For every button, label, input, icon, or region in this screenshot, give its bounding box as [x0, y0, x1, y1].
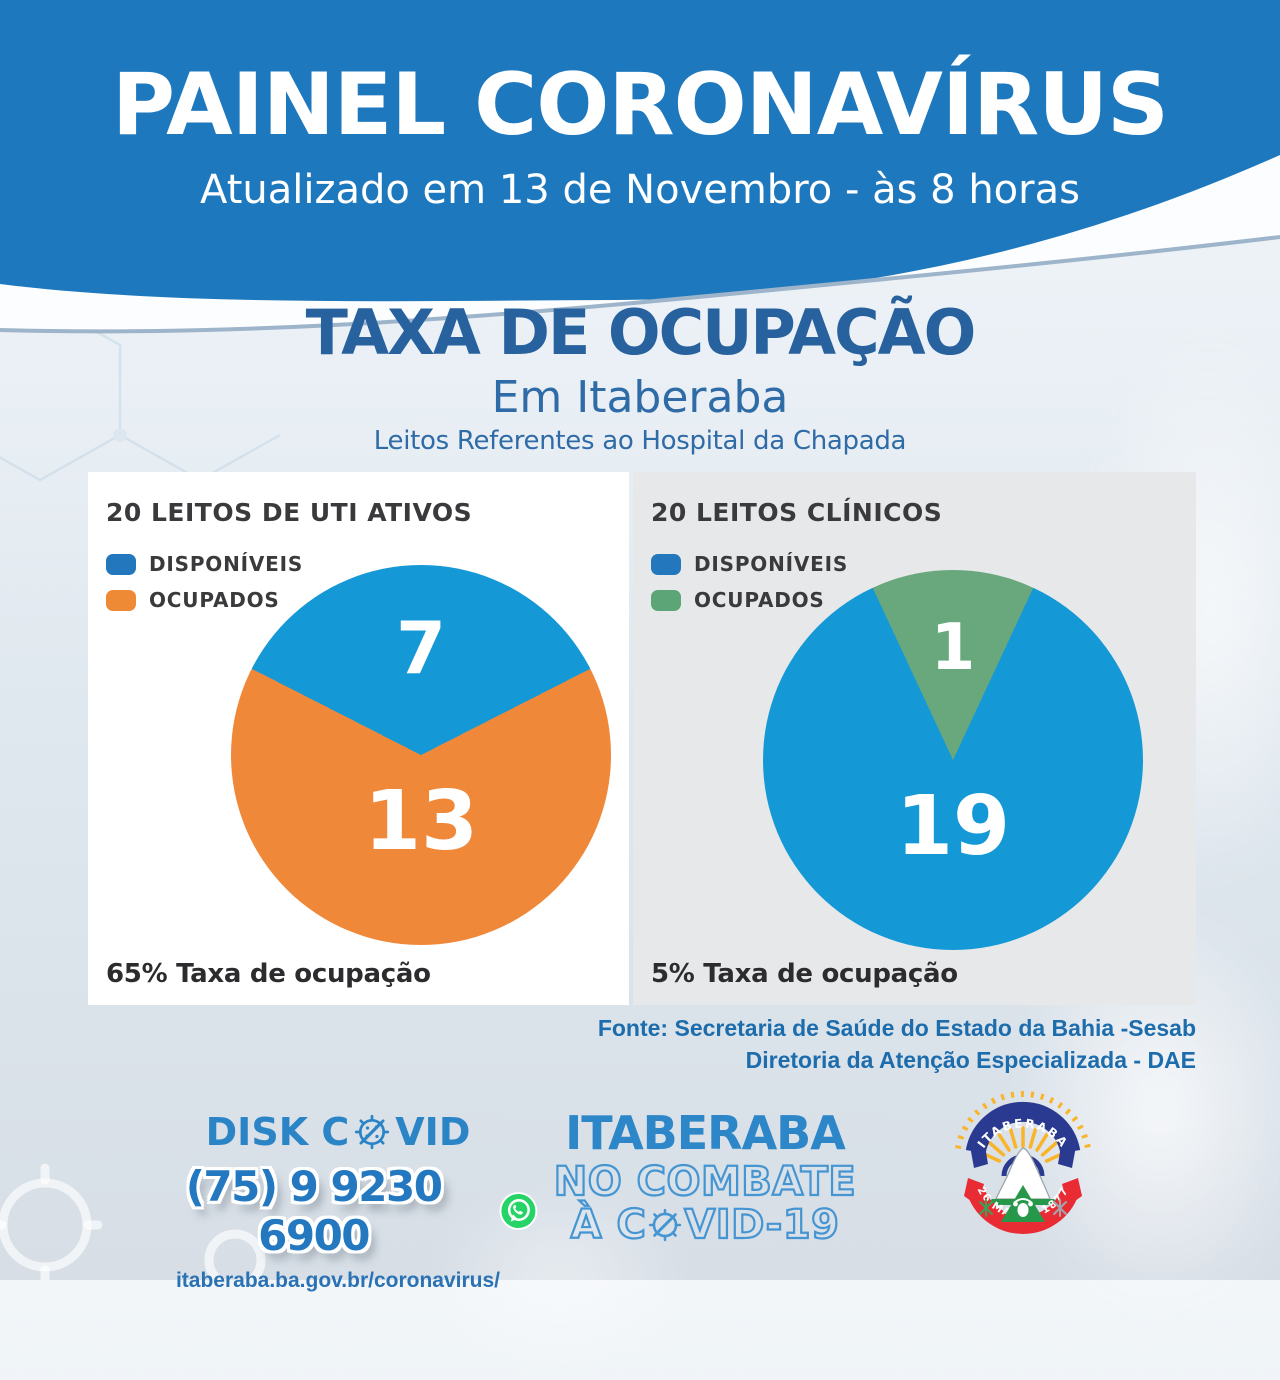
ocupados-swatch-icon — [651, 589, 681, 611]
disk-covid-suffix: VID — [395, 1110, 471, 1154]
campaign-line-3: À C VID-19 — [545, 1202, 865, 1248]
virus-icon — [649, 1208, 682, 1242]
uti-disponiveis-value: 7 — [395, 606, 447, 690]
seal-banner-arc — [965, 1101, 1081, 1154]
disk-covid-block: DISK C VID (75) 9 9230 6900 itabe — [138, 1110, 538, 1293]
disponiveis-swatch-icon — [106, 553, 136, 575]
website-url[interactable]: itaberaba.ba.gov.br/coronavirus/ — [175, 1269, 501, 1292]
clinical-beds-panel: 20 LEITOS CLÍNICOS DISPONÍVEIS OCUPADOS … — [633, 472, 1196, 1005]
uti-beds-panel: 20 LEITOS DE UTI ATIVOS DISPONÍVEIS OCUP… — [88, 472, 629, 1005]
disk-covid-prefix: DISK C — [205, 1110, 350, 1154]
seal-plant-right — [1053, 1199, 1067, 1217]
campaign-line-3-prefix: À C — [569, 1202, 647, 1248]
clinical-disponiveis-value: 19 — [895, 779, 1011, 874]
clinical-occupancy-note: 5% Taxa de ocupação — [651, 959, 958, 989]
phone-number[interactable]: (75) 9 9230 6900 — [185, 1162, 443, 1260]
virus-watermark — [0, 1163, 266, 1280]
source-line-2: Diretoria da Atenção Especializada - DAE — [745, 1047, 1196, 1074]
clinical-legend-ocupados: OCUPADOS — [651, 588, 825, 612]
clinical-ocupados-value: 1 — [930, 611, 976, 685]
source-line-1: Fonte: Secretaria de Saúde do Estado da … — [597, 1015, 1196, 1041]
virus-icon — [355, 1114, 390, 1150]
uti-ocupados-value: 13 — [363, 774, 479, 869]
campaign-line-3-suffix: VID-19 — [683, 1202, 840, 1248]
uti-pie-chart: 7 13 — [231, 565, 611, 945]
legend-label: DISPONÍVEIS — [149, 552, 304, 576]
clinical-panel-title: 20 LEITOS CLÍNICOS — [651, 498, 943, 527]
page-title: PAINEL CORONAVÍRUS — [112, 55, 1169, 155]
itaberaba-city-seal: ITABERABA 26 MARÇO 1877 — [955, 1090, 1091, 1234]
campaign-city-name: ITABERABA — [565, 1106, 846, 1160]
source-attribution: Fonte: Secretaria de Saúde do Estado da … — [598, 1012, 1196, 1076]
clinical-legend-disponiveis: DISPONÍVEIS — [651, 552, 848, 576]
section-subtitle: Em Itaberaba — [491, 372, 789, 423]
whatsapp-icon[interactable] — [499, 1190, 538, 1232]
section-title: TAXA DE OCUPAÇÃO — [305, 296, 977, 369]
section-note: Leitos Referentes ao Hospital da Chapada — [373, 426, 907, 456]
campaign-line-2: NO COMBATE — [553, 1159, 857, 1205]
uti-occupancy-note: 65% Taxa de ocupação — [106, 959, 431, 989]
seal-sun-rays-outer — [955, 1090, 1091, 1150]
legend-label: OCUPADOS — [694, 588, 825, 612]
header-wave — [0, 0, 1280, 334]
header-update-subtitle: Atualizado em 13 de Novembro - às 8 hora… — [200, 167, 1080, 213]
ocupados-swatch-icon — [106, 589, 136, 611]
disponiveis-swatch-icon — [651, 553, 681, 575]
uti-panel-title: 20 LEITOS DE UTI ATIVOS — [106, 498, 473, 527]
uti-legend-ocupados: OCUPADOS — [106, 588, 280, 612]
disk-covid-title: DISK C VID — [138, 1110, 538, 1154]
seal-sun-rays-inner — [981, 1126, 1065, 1163]
seal-plant-left — [979, 1199, 993, 1217]
clinical-pie-chart: 1 19 — [763, 570, 1143, 950]
legend-label: OCUPADOS — [149, 588, 280, 612]
seal-cow-head — [1013, 1198, 1033, 1217]
phone-line: (75) 9 9230 6900 — [138, 1162, 538, 1260]
campaign-block: ITABERABA NO COMBATE À C VID-19 — [545, 1106, 865, 1248]
legend-label: DISPONÍVEIS — [694, 552, 849, 576]
uti-legend-disponiveis: DISPONÍVEIS — [106, 552, 303, 576]
